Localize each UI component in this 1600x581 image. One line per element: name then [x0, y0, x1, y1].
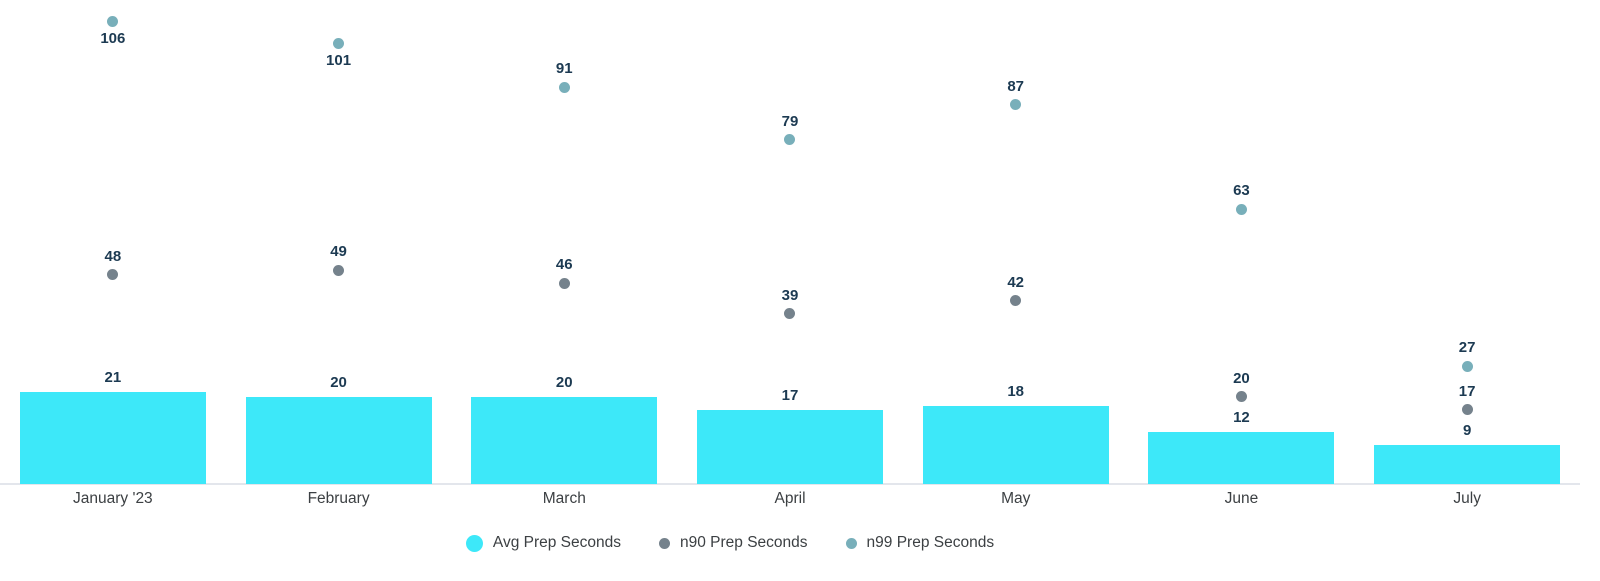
n99-value-label: 106 [100, 29, 126, 47]
dot-n90-prep-seconds [784, 308, 796, 320]
chart-legend: Avg Prep Seconds n90 Prep Seconds n99 Prep… [0, 532, 1460, 554]
x-axis-label: January '23 [73, 490, 153, 507]
dot-n90-prep-seconds [1235, 391, 1247, 403]
x-axis-label: February [307, 490, 370, 507]
chart-column: 17 39 79 [677, 0, 903, 484]
n99-value-label: 91 [555, 60, 573, 78]
x-axis-label: May [1001, 490, 1031, 507]
dot-n90-prep-seconds [1461, 404, 1473, 416]
chart-column: 21 48 106 [0, 0, 226, 484]
dot-n90-prep-seconds [558, 277, 570, 289]
bar-value-label: 18 [1007, 382, 1025, 400]
chart-column: 20 49 101 [226, 0, 452, 484]
chart-column: 18 42 87 [903, 0, 1129, 484]
n99-value-label: 63 [1233, 182, 1250, 200]
n99-value-label: 87 [1007, 77, 1025, 95]
n90-value-label: 20 [1233, 369, 1250, 387]
legend-item-avg: Avg Prep Seconds [465, 532, 621, 554]
legend-label: n90 Prep Seconds [680, 534, 808, 551]
legend-label: Avg Prep Seconds [492, 534, 621, 551]
legend-swatch-icon [659, 537, 670, 549]
bar-avg-prep-seconds [696, 409, 883, 484]
dot-n99-prep-seconds [558, 81, 570, 93]
n99-value-label: 79 [781, 112, 799, 130]
x-axis-line [0, 483, 1580, 485]
bar-value-label: 9 [1462, 421, 1472, 439]
n90-value-label: 17 [1458, 382, 1476, 400]
bar-value-label: 12 [1233, 408, 1250, 426]
chart-column: 12 20 63 [1129, 0, 1355, 484]
n99-value-label: 27 [1458, 339, 1476, 357]
bar-value-label: 20 [330, 373, 347, 391]
bar-avg-prep-seconds [19, 392, 206, 484]
x-axis-label: March [542, 490, 586, 507]
dot-n99-prep-seconds [333, 38, 345, 50]
dot-n90-prep-seconds [333, 264, 345, 276]
n90-value-label: 42 [1007, 273, 1025, 291]
bar-avg-prep-seconds [1148, 431, 1335, 484]
dot-n99-prep-seconds [107, 16, 119, 28]
legend-item-n90: n90 Prep Seconds [659, 532, 808, 554]
x-axis-label: April [774, 490, 806, 507]
dot-n99-prep-seconds [1010, 99, 1022, 111]
dot-n99-prep-seconds [1461, 360, 1473, 372]
n90-value-label: 49 [330, 243, 347, 261]
legend-swatch-icon [465, 534, 483, 552]
dot-n99-prep-seconds [1235, 203, 1247, 215]
plot-area: 21 48 106 20 49 101 20 46 91 17 39 79 18 42 87 12 20 63 9 1… [0, 0, 1580, 485]
legend-swatch-icon [845, 537, 857, 549]
bar-avg-prep-seconds [922, 405, 1109, 484]
dot-n99-prep-seconds [784, 134, 796, 146]
x-axis-labels: January '23 February March April May June July [0, 487, 1580, 513]
n90-value-label: 46 [555, 256, 573, 274]
x-axis-label: July [1453, 490, 1481, 507]
bar-value-label: 20 [555, 373, 573, 391]
x-axis-label: June [1224, 490, 1259, 507]
bar-avg-prep-seconds [471, 396, 658, 484]
chart-column: 20 46 91 [451, 0, 677, 484]
n99-value-label: 101 [326, 51, 352, 69]
bar-avg-prep-seconds [245, 396, 432, 484]
n90-value-label: 48 [104, 247, 122, 265]
chart-column: 9 17 27 [1354, 0, 1580, 484]
bar-value-label: 21 [104, 369, 122, 387]
bar-value-label: 17 [781, 386, 799, 404]
dot-n90-prep-seconds [107, 269, 119, 281]
legend-item-n99: n99 Prep Seconds [845, 532, 995, 554]
bar-avg-prep-seconds [1374, 444, 1561, 484]
legend-label: n99 Prep Seconds [866, 534, 995, 551]
n90-value-label: 39 [781, 286, 799, 304]
dot-n90-prep-seconds [1010, 295, 1022, 307]
